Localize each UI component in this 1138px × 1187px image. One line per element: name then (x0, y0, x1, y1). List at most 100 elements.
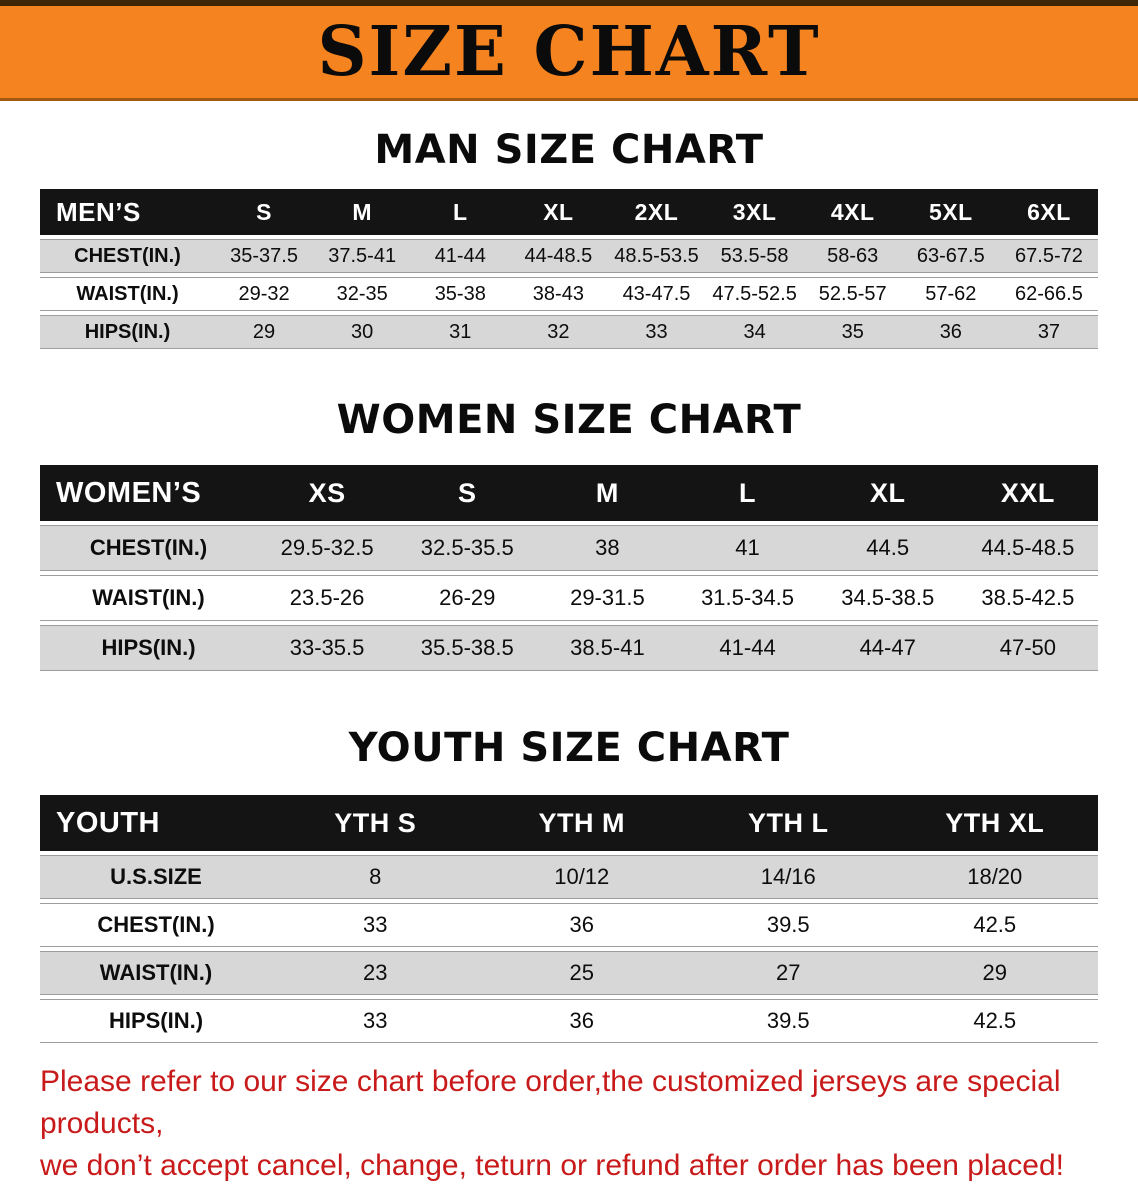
table-header-row: MEN’S S M L XL 2XL 3XL 4XL 5XL 6XL (40, 189, 1098, 235)
row-label: WAIST(IN.) (40, 575, 257, 621)
size-value: 38-43 (509, 277, 608, 311)
size-value: 18/20 (891, 855, 1098, 899)
row-label: WAIST(IN.) (40, 951, 272, 995)
size-value: 47-50 (957, 625, 1098, 671)
table-row: CHEST(IN.) 33 36 39.5 42.5 (40, 903, 1098, 947)
table-row: CHEST(IN.) 29.5-32.5 32.5-35.5 38 41 44.5 44.5… (40, 525, 1098, 571)
size-value: 37.5-41 (313, 239, 412, 273)
size-value: 27 (685, 951, 892, 995)
size-value: 42.5 (891, 903, 1098, 947)
column-header: L (411, 189, 510, 235)
column-header: XXL (957, 465, 1098, 521)
size-chart-banner: SIZE CHART (0, 0, 1138, 101)
column-header: XS (257, 465, 398, 521)
size-value: 26-29 (397, 575, 538, 621)
size-value: 62-66.5 (999, 277, 1098, 311)
size-value: 36 (478, 999, 685, 1043)
row-label: CHEST(IN.) (40, 903, 272, 947)
column-header: YTH S (272, 795, 479, 851)
size-value: 43-47.5 (607, 277, 706, 311)
size-value: 38.5-41 (537, 625, 678, 671)
size-value: 44-47 (817, 625, 958, 671)
column-header: L (677, 465, 818, 521)
size-value: 52.5-57 (803, 277, 902, 311)
row-label: HIPS(IN.) (40, 315, 215, 349)
column-header: YTH L (685, 795, 892, 851)
column-header: XL (509, 189, 608, 235)
table-title-cell: YOUTH (40, 795, 272, 851)
size-value: 41 (677, 525, 818, 571)
size-value: 29 (891, 951, 1098, 995)
section-heading-youth: YOUTH SIZE CHART (348, 725, 790, 771)
size-value: 29 (215, 315, 314, 349)
row-label: U.S.SIZE (40, 855, 272, 899)
row-label: WAIST(IN.) (40, 277, 215, 311)
table-title-cell: WOMEN’S (40, 465, 257, 521)
row-label: HIPS(IN.) (40, 625, 257, 671)
size-value: 23 (272, 951, 479, 995)
size-value: 58-63 (803, 239, 902, 273)
section-heading-man: MAN SIZE CHART (374, 127, 764, 173)
size-value: 38.5-42.5 (957, 575, 1098, 621)
size-value: 44.5 (817, 525, 958, 571)
size-value: 10/12 (478, 855, 685, 899)
table-row: WAIST(IN.) 23.5-26 26-29 29-31.5 31.5-34.5 34… (40, 575, 1098, 621)
size-value: 36 (478, 903, 685, 947)
size-value: 44-48.5 (509, 239, 608, 273)
size-value: 35-38 (411, 277, 510, 311)
size-value: 48.5-53.5 (607, 239, 706, 273)
size-value: 53.5-58 (705, 239, 804, 273)
column-header: S (397, 465, 538, 521)
table-row: CHEST(IN.) 35-37.5 37.5-41 41-44 44-48.5 48.5… (40, 239, 1098, 273)
size-value: 35.5-38.5 (397, 625, 538, 671)
size-value: 44.5-48.5 (957, 525, 1098, 571)
table-row: WAIST(IN.) 23 25 27 29 (40, 951, 1098, 995)
size-value: 33 (272, 903, 479, 947)
column-header: S (215, 189, 314, 235)
column-header: 3XL (705, 189, 804, 235)
size-value: 35-37.5 (215, 239, 314, 273)
column-header: YTH XL (891, 795, 1098, 851)
size-value: 67.5-72 (999, 239, 1098, 273)
size-value: 8 (272, 855, 479, 899)
size-value: 33 (607, 315, 706, 349)
size-value: 38 (537, 525, 678, 571)
size-table: YOUTH YTH S YTH M YTH L YTH XL U.S.SIZE 8 10/12… (40, 791, 1098, 1047)
row-label: CHEST(IN.) (40, 239, 215, 273)
size-value: 25 (478, 951, 685, 995)
size-value: 30 (313, 315, 412, 349)
size-table: WOMEN’S XS S M L XL XXL CHEST(IN.) 29.5-32.5 32.5… (40, 461, 1098, 675)
size-value: 41-44 (677, 625, 818, 671)
table-row: HIPS(IN.) 33-35.5 35.5-38.5 38.5-41 41-44 44-… (40, 625, 1098, 671)
size-value: 31 (411, 315, 510, 349)
footer-note: Please refer to our size chart before or… (40, 1061, 1138, 1187)
size-value: 39.5 (685, 903, 892, 947)
size-value: 34.5-38.5 (817, 575, 958, 621)
column-header: YTH M (478, 795, 685, 851)
size-value: 57-62 (901, 277, 1000, 311)
size-value: 29-32 (215, 277, 314, 311)
table-title-cell: MEN’S (40, 189, 215, 235)
size-value: 34 (705, 315, 804, 349)
size-value: 32-35 (313, 277, 412, 311)
size-value: 32.5-35.5 (397, 525, 538, 571)
column-header: 4XL (803, 189, 902, 235)
row-label: HIPS(IN.) (40, 999, 272, 1043)
footer-note-line2: we don’t accept cancel, change, teturn o… (40, 1149, 1064, 1182)
size-value: 41-44 (411, 239, 510, 273)
row-label: CHEST(IN.) (40, 525, 257, 571)
table-row: HIPS(IN.) 29 30 31 32 33 34 35 36 37 (40, 315, 1098, 349)
table-header-row: YOUTH YTH S YTH M YTH L YTH XL (40, 795, 1098, 851)
size-value: 29-31.5 (537, 575, 678, 621)
size-value: 33 (272, 999, 479, 1043)
size-table: MEN’S S M L XL 2XL 3XL 4XL 5XL 6XL CHEST(IN.) 35-37… (40, 185, 1098, 353)
size-value: 39.5 (685, 999, 892, 1043)
size-value: 42.5 (891, 999, 1098, 1043)
column-header: 2XL (607, 189, 706, 235)
section-heading-women: WOMEN SIZE CHART (336, 397, 802, 443)
size-value: 29.5-32.5 (257, 525, 398, 571)
size-value: 35 (803, 315, 902, 349)
size-value: 36 (901, 315, 1000, 349)
column-header: 5XL (901, 189, 1000, 235)
size-value: 37 (999, 315, 1098, 349)
